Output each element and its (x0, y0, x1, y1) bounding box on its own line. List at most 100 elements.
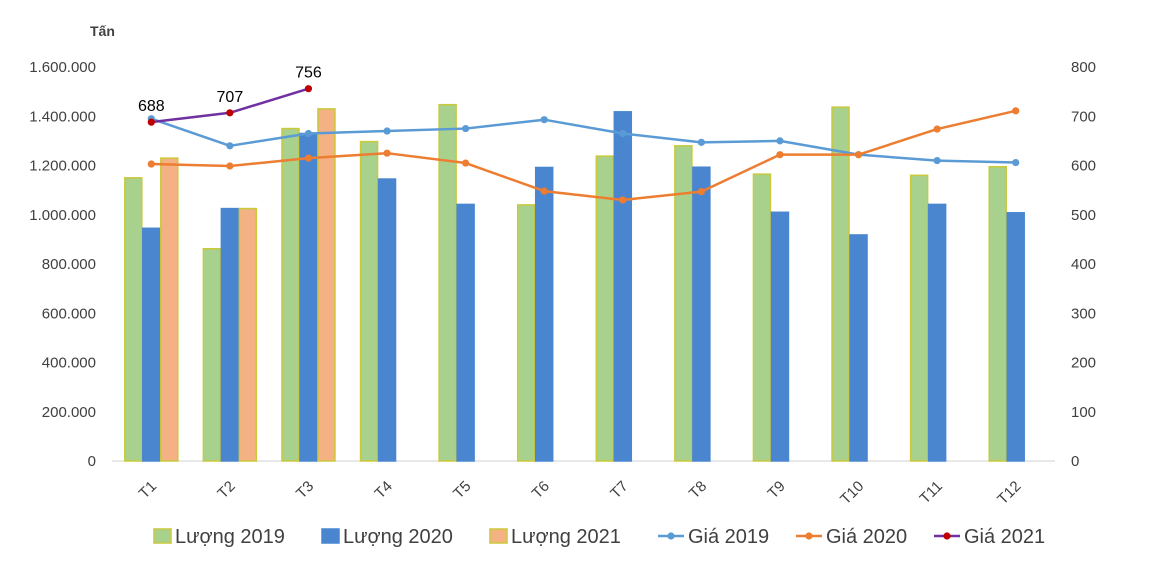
legend-item: Giá 2019 (658, 526, 769, 548)
x-tick-label: T6 (529, 478, 553, 502)
bar (142, 227, 161, 462)
line-point (147, 160, 155, 168)
bar (377, 178, 397, 462)
x-tick-label: T10 (837, 478, 867, 508)
line-point (383, 149, 391, 157)
x-tick-label: T11 (916, 478, 946, 508)
line-point (619, 129, 627, 138)
left-tick-label: 400.000 (42, 355, 96, 372)
bar (692, 166, 711, 462)
line-point (226, 109, 234, 117)
series-line (151, 109, 1016, 202)
legend-item: Lượng 2019 (153, 526, 285, 548)
left-tick-label: 1.600.000 (29, 59, 96, 76)
right-tick-label: 0 (1071, 453, 1079, 470)
left-tick-label: 600.000 (42, 305, 96, 322)
legend-label: Giá 2020 (826, 526, 907, 548)
bar (831, 106, 850, 462)
x-tick-label: T7 (607, 478, 631, 502)
left-tick-label: 200.000 (42, 404, 96, 421)
legend: Lượng 2019 Lượng 2020 Lượng 2021 Giá 2019 Gi… (153, 526, 1045, 548)
line-point (697, 138, 705, 146)
bar (202, 247, 222, 462)
bar (220, 207, 240, 462)
legend-marker (805, 532, 813, 540)
right-tick-label: 700 (1071, 108, 1096, 125)
line-point (304, 85, 313, 93)
x-axis-ticks: T1 T2 T3 T4 T5 T6 T7 T8 T9 T10 T11 T12 (136, 478, 1025, 508)
bar (613, 111, 633, 462)
right-tick-label: 300 (1071, 305, 1096, 322)
x-tick-label: T1 (136, 478, 160, 502)
line-point (854, 151, 863, 159)
legend-item: Lượng 2020 (321, 526, 453, 548)
legend-label: Lượng 2020 (343, 526, 453, 548)
line-point (933, 125, 941, 133)
bar (534, 166, 554, 462)
legend-item: Giá 2021 (934, 526, 1045, 548)
legend-label: Giá 2019 (688, 526, 769, 548)
line-point (147, 118, 155, 126)
right-tick-label: 100 (1071, 404, 1096, 421)
line-point (226, 162, 234, 170)
legend-marker (667, 532, 675, 540)
x-tick-label: T8 (686, 478, 710, 502)
line-point (383, 127, 391, 135)
bar (317, 108, 336, 462)
line-point (776, 151, 784, 159)
data-label: 756 (295, 65, 322, 82)
right-tick-label: 400 (1071, 256, 1096, 273)
legend-label: Lượng 2021 (511, 526, 621, 548)
left-axis-ticks: 0 200.000 400.000 600.000 800.000 1.000.000 1.… (29, 59, 96, 470)
right-tick-label: 600 (1071, 158, 1096, 175)
bar (927, 203, 947, 462)
x-tick-label: T9 (764, 478, 788, 502)
bar (988, 165, 1007, 462)
bar (438, 103, 457, 462)
bar (674, 145, 693, 462)
y-unit-label: Tấn (90, 23, 115, 39)
price-lines: 688 707 756 (138, 65, 1020, 204)
left-tick-label: 1.000.000 (29, 207, 96, 224)
x-tick-label: T5 (450, 478, 474, 502)
data-label: 688 (138, 98, 165, 115)
bar (238, 207, 258, 462)
bar (770, 211, 790, 462)
bar (124, 177, 143, 462)
x-tick-label: T12 (994, 478, 1024, 508)
legend-label: Giá 2021 (964, 526, 1045, 548)
legend-label: Lượng 2019 (175, 526, 285, 548)
line-point (226, 142, 234, 150)
line-point (776, 137, 784, 145)
x-tick-label: T2 (214, 478, 238, 502)
legend-item: Lượng 2021 (489, 526, 621, 548)
bars (124, 103, 1025, 462)
bar (1006, 212, 1025, 462)
line-point (540, 187, 548, 195)
line-point (540, 116, 548, 124)
line-point (697, 188, 705, 196)
bar (359, 140, 379, 462)
x-tick-label: T4 (371, 478, 395, 502)
series-line (150, 117, 1016, 164)
bar (160, 157, 179, 462)
right-tick-label: 800 (1071, 59, 1096, 76)
line-point (1012, 158, 1020, 167)
right-tick-label: 200 (1071, 355, 1096, 372)
left-tick-label: 1.200.000 (29, 158, 96, 175)
line-point (1012, 107, 1020, 115)
bar (595, 155, 615, 462)
line-point (933, 156, 941, 165)
legend-marker (943, 532, 951, 540)
bar (909, 174, 929, 462)
line-point (619, 196, 627, 204)
legend-swatch (153, 528, 172, 544)
right-tick-label: 500 (1071, 207, 1096, 224)
line-point (462, 159, 470, 167)
left-tick-label: 1.400.000 (29, 108, 96, 125)
right-axis-ticks: 0 100 200 300 400 500 600 700 800 (1071, 59, 1096, 470)
line-point (304, 154, 313, 162)
line-point (304, 129, 313, 138)
x-tick-label: T3 (293, 478, 317, 502)
